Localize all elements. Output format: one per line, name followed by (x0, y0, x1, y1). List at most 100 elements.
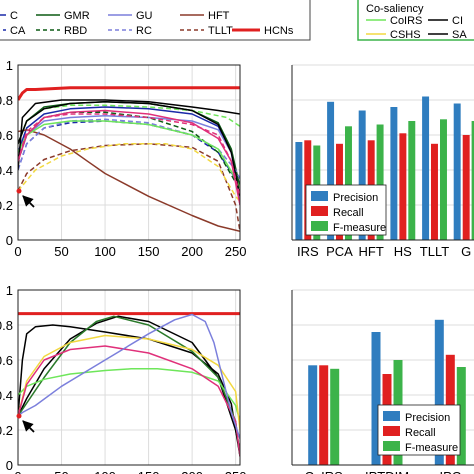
bar-recall-g (462, 135, 470, 240)
annotation-arrow (22, 420, 35, 433)
x-tick-label: 200 (181, 244, 203, 259)
bar-f-measure-hs (408, 121, 416, 240)
bar-legend-swatch-precision (383, 411, 400, 421)
bar-legend: Precision Recall F-measure (305, 184, 387, 236)
bar-legend-swatch-f-measure (311, 221, 328, 231)
bar-precision-pca (327, 101, 335, 241)
y-tick-label: 0.8 (0, 93, 13, 108)
y-tick-label: 0.4 (0, 163, 13, 178)
y-tick-label: 0 (6, 233, 13, 248)
y-tick-label: 0.6 (0, 128, 13, 143)
bar-f-measure-g (471, 121, 474, 240)
legend-label-rbd: RBD (64, 25, 87, 37)
bar-precision-ipc (434, 319, 444, 466)
bar-legend-swatch-recall (383, 426, 400, 436)
series-line-cshs (18, 143, 240, 202)
y-tick-label: 1 (6, 58, 13, 73)
x-tick-label: IRS (297, 244, 319, 259)
legend-co-saliency-title: Co-saliency (366, 3, 424, 15)
legend-label-hft: HFT (208, 10, 230, 22)
axes-frame (17, 64, 241, 241)
plot-area (18, 65, 240, 240)
x-tick-label: 0 (14, 469, 21, 474)
bar-chart-bottom: CoIRS IPTDIM IPC Precision Recall F-measure (291, 289, 474, 474)
series-line-sa (18, 101, 240, 197)
axes-frame (17, 289, 241, 466)
series-line-sa (18, 315, 240, 452)
x-tick-label: 200 (181, 469, 203, 474)
series-line-hft (18, 129, 240, 233)
series-line-tllt (18, 143, 240, 232)
legend-label-sa: SA (452, 29, 467, 41)
bar-precision-hs (390, 107, 398, 240)
bar-recall-tllt (431, 143, 438, 241)
legend-label-c: C (10, 10, 18, 22)
y-tick-label: 0.8 (0, 318, 13, 333)
bar-recall-hs (399, 133, 407, 241)
annotation-point (16, 413, 22, 419)
x-tick-label: 250 (225, 469, 247, 474)
bar-f-measure-ipc (456, 367, 466, 465)
legend-label-gmr: GMR (64, 10, 90, 22)
legend-label-ci: CI (452, 15, 463, 27)
annotation-arrow (22, 195, 35, 208)
y-tick-label: 0.6 (0, 353, 13, 368)
x-tick-label: 50 (54, 244, 68, 259)
x-tick-label: IPC (439, 469, 461, 474)
x-tick-label: TLLT (420, 244, 449, 259)
bar-legend-label-precision: Precision (405, 412, 450, 424)
bar-precision-g (453, 103, 461, 240)
legend-line-series: C GMR GU HFT CA RBD RC TLLT HCNs (0, 0, 311, 41)
x-tick-label: 150 (138, 469, 160, 474)
bar-recall-coirs (319, 365, 329, 466)
bar-f-measure-coirs (330, 368, 340, 466)
bar-precision-irs (295, 142, 303, 240)
bar-precision-tllt (422, 96, 430, 240)
x-tick-label: 50 (54, 469, 68, 474)
series-line-gu (18, 115, 240, 206)
series-group (18, 86, 240, 233)
bar-precision-iptdim (371, 332, 381, 465)
line-chart-bottom: 0 50 100 150 200 250 0 0.2 0.4 0.6 0.8 1 (0, 283, 246, 474)
y-tick-label: 0.2 (0, 198, 13, 213)
line-chart-top: 0 50 100 150 200 250 0 0.2 0.4 0.6 0.8 1 (0, 58, 246, 259)
x-tick-label: HFT (359, 244, 384, 259)
x-tick-label: 0 (14, 244, 21, 259)
legend-label-hcns: HCNs (264, 25, 294, 37)
x-tick-label: PCA (326, 244, 353, 259)
bar-legend-swatch-precision (311, 191, 328, 201)
series-line-coirs (18, 120, 240, 188)
series-line-ci (18, 99, 240, 171)
legend-label-ca: CA (10, 25, 26, 37)
series-line-unnamed (18, 113, 240, 197)
bar-f-measure-hft (376, 124, 384, 240)
y-tick-label: 0.4 (0, 388, 13, 403)
x-tick-label: G (461, 244, 471, 259)
legend-label-cshs: CSHS (390, 29, 421, 41)
bar-legend-label-precision: Precision (333, 192, 378, 204)
legend-co-saliency: Co-saliency CoIRS CI CSHS SA (357, 0, 474, 41)
series-group (18, 312, 240, 457)
series-line-coirs (18, 368, 240, 422)
legend-label-rc: RC (136, 25, 152, 37)
bar-legend-label-f-measure: F-measure (405, 442, 458, 454)
bar-legend-swatch-recall (311, 206, 328, 216)
bar-legend-swatch-f-measure (383, 441, 400, 451)
y-tick-label: 1 (6, 283, 13, 298)
bar-precision-coirs (308, 365, 318, 466)
bar-legend: Precision Recall F-measure (377, 404, 461, 456)
x-tick-label: 150 (138, 244, 160, 259)
series-line-ca (18, 120, 240, 188)
x-tick-label: IPTDIM (365, 469, 409, 474)
legend-label-gu: GU (136, 10, 153, 22)
bar-legend-label-recall: Recall (333, 207, 364, 219)
bar-f-measure-pca (345, 126, 352, 241)
bar-legend-label-recall: Recall (405, 427, 436, 439)
y-tick-label: 0 (6, 458, 13, 473)
bar-legend-label-f-measure: F-measure (333, 222, 386, 234)
x-tick-label: 100 (94, 244, 116, 259)
legend-label-coirs: CoIRS (390, 15, 422, 27)
x-tick-label: HS (394, 244, 412, 259)
series-line-unnamed (18, 109, 240, 206)
